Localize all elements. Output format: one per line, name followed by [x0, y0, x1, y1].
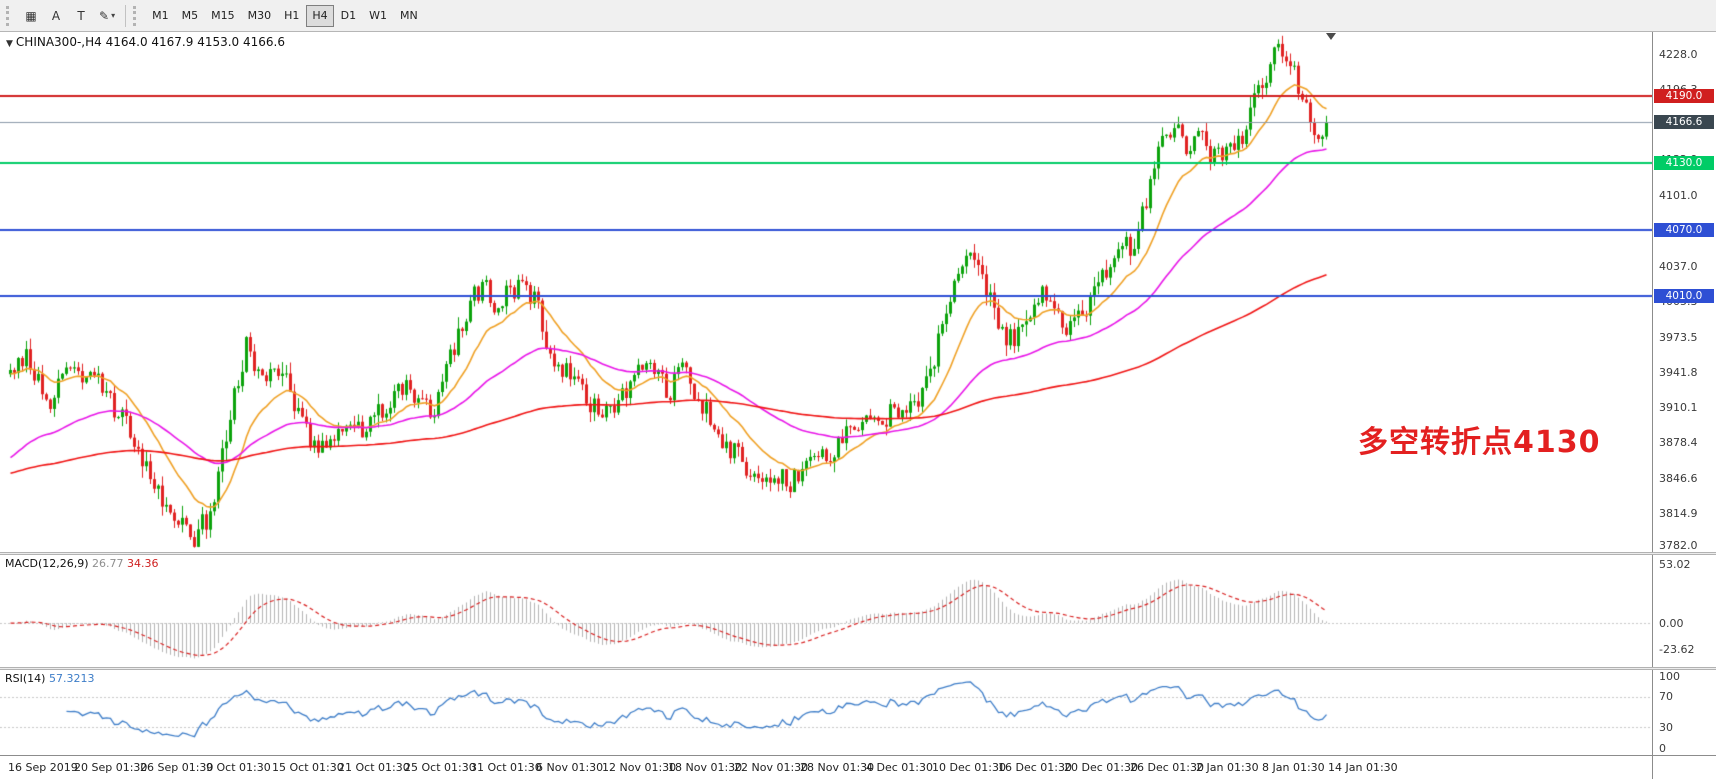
hline-price-badge: 4130.0: [1654, 156, 1714, 171]
price-tick-label: 3814.9: [1659, 506, 1698, 520]
time-label: 26 Dec 01:30: [1130, 761, 1204, 774]
time-axis[interactable]: 16 Sep 2019 20 Sep 01:30 26 Sep 01:30 9 Oct…: [0, 755, 1716, 779]
rsi-value: 57.3213: [48, 672, 95, 685]
time-label: 26 Sep 01:30: [140, 761, 214, 774]
macd-header: MACD(12,26,9) 26.77 34.36: [5, 557, 159, 570]
timeframe-toolbar-grip[interactable]: [133, 5, 140, 26]
label-tool-button[interactable]: T: [69, 5, 93, 27]
ohlc-values: 4164.0 4167.9 4153.0 4166.6: [105, 35, 285, 49]
timeframe-button-w1[interactable]: W1: [363, 5, 393, 27]
time-label: 15 Oct 01:30: [272, 761, 344, 774]
rsi-scale[interactable]: 100 70 30 0: [1652, 670, 1716, 755]
macd-label: MACD(12,26,9): [5, 557, 89, 570]
time-label: 20 Dec 01:30: [1064, 761, 1138, 774]
time-label: 14 Jan 01:30: [1328, 761, 1398, 774]
time-label: 4 Dec 01:30: [866, 761, 933, 774]
timeframe-button-m15[interactable]: M15: [205, 5, 241, 27]
symbol-name: CHINA300-,H4: [15, 35, 102, 49]
dropdown-caret-icon: ▾: [111, 11, 116, 20]
rsi-panel[interactable]: RSI(14) 57.3213 100 70 30 0: [0, 670, 1716, 755]
time-label: 9 Oct 01:30: [206, 761, 271, 774]
rsi-tick-label: 30: [1659, 720, 1673, 734]
macd-chart-canvas[interactable]: [0, 555, 1652, 667]
time-label: 12 Nov 01:30: [602, 761, 677, 774]
timeframe-button-m1[interactable]: M1: [146, 5, 175, 27]
timeframe-button-m30[interactable]: M30: [242, 5, 278, 27]
chart-shift-marker[interactable]: [1326, 33, 1336, 40]
price-tick-label: 3878.4: [1659, 436, 1698, 450]
rsi-tick-label: 70: [1659, 690, 1673, 704]
price-tick-label: 3910.1: [1659, 400, 1698, 414]
timeframe-button-h4[interactable]: H4: [306, 4, 334, 27]
hline-price-badge: 4010.0: [1654, 289, 1714, 304]
hline-price-badge: 4190.0: [1654, 89, 1714, 104]
chart-grid-button[interactable]: ▦: [19, 5, 43, 27]
toolbar-separator: [125, 4, 127, 27]
time-label: 21 Oct 01:30: [338, 761, 410, 774]
panel-splitter-rsi[interactable]: [0, 667, 1716, 670]
rsi-header: RSI(14) 57.3213: [5, 672, 94, 685]
timeframe-button-mn[interactable]: MN: [394, 5, 424, 27]
macd-tick-label: -23.62: [1659, 642, 1695, 656]
time-label: 2 Jan 01:30: [1196, 761, 1259, 774]
macd-signal-value: 34.36: [127, 557, 159, 570]
price-scale[interactable]: 4228.04196.34164.64132.94101.04069.34037…: [1652, 32, 1716, 552]
price-tick-label: 3973.5: [1659, 330, 1698, 344]
timeframe-button-h1[interactable]: H1: [278, 5, 305, 27]
time-label: 28 Nov 01:30: [800, 761, 875, 774]
time-label: 16 Dec 01:30: [998, 761, 1072, 774]
price-tick-label: 3846.6: [1659, 471, 1698, 485]
price-tick-label: 3941.8: [1659, 365, 1698, 379]
rsi-tick-label: 100: [1659, 670, 1680, 683]
macd-hist-value: 26.77: [92, 557, 124, 570]
rsi-label: RSI(14): [5, 672, 46, 685]
time-label: 20 Sep 01:30: [74, 761, 148, 774]
price-chart-canvas[interactable]: [0, 32, 1652, 552]
price-panel[interactable]: ▼ CHINA300-,H4 4164.0 4167.9 4153.0 4166.…: [0, 32, 1716, 552]
rsi-chart-canvas[interactable]: [0, 670, 1652, 755]
time-label: 16 Sep 2019: [8, 761, 78, 774]
macd-tick-label: 53.02: [1659, 558, 1691, 572]
timeframe-button-m5[interactable]: M5: [176, 5, 205, 27]
toolbar: ▦ A T ✎ ▾ M1 M5 M15 M30 H1 H4 D1 W1 MN: [0, 0, 1716, 32]
toolbar-grip[interactable]: [6, 5, 13, 26]
timeframe-button-group: M1 M5 M15 M30 H1 H4 D1 W1 MN: [146, 4, 424, 27]
macd-scale[interactable]: 53.02 0.00 -23.62: [1652, 555, 1716, 667]
chart-annotation-text[interactable]: 多空转折点4130: [1358, 425, 1601, 460]
macd-tick-label: 0.00: [1659, 616, 1684, 630]
symbol-collapse-icon[interactable]: ▼: [6, 39, 13, 49]
price-tick-label: 3782.0: [1659, 539, 1698, 552]
tool-button-group: ▦ A T ✎ ▾: [19, 5, 120, 27]
time-label: 8 Jan 01:30: [1262, 761, 1325, 774]
time-label: 18 Nov 01:30: [668, 761, 743, 774]
time-label: 22 Nov 01:30: [734, 761, 809, 774]
time-label: 31 Oct 01:30: [470, 761, 542, 774]
time-label: 10 Dec 01:30: [932, 761, 1006, 774]
draw-tool-button[interactable]: ✎ ▾: [94, 5, 120, 27]
rsi-tick-label: 0: [1659, 742, 1666, 755]
symbol-header: ▼ CHINA300-,H4 4164.0 4167.9 4153.0 4166.…: [6, 35, 285, 49]
time-label: 6 Nov 01:30: [536, 761, 604, 774]
time-axis-corner: [1652, 756, 1716, 779]
price-tick-label: 4228.0: [1659, 47, 1698, 61]
macd-panel[interactable]: MACD(12,26,9) 26.77 34.36 53.02 0.00 -23.6…: [0, 555, 1716, 667]
time-label: 25 Oct 01:30: [404, 761, 476, 774]
timeframe-button-d1[interactable]: D1: [335, 5, 362, 27]
hline-price-badge: 4070.0: [1654, 222, 1714, 237]
text-tool-button[interactable]: A: [44, 5, 68, 27]
price-tick-label: 4037.0: [1659, 259, 1698, 273]
current-price-badge: 4166.6: [1654, 115, 1714, 130]
panel-splitter-macd[interactable]: [0, 552, 1716, 555]
chart-window: ▼ CHINA300-,H4 4164.0 4167.9 4153.0 4166.…: [0, 32, 1716, 779]
price-tick-label: 4101.0: [1659, 188, 1698, 202]
